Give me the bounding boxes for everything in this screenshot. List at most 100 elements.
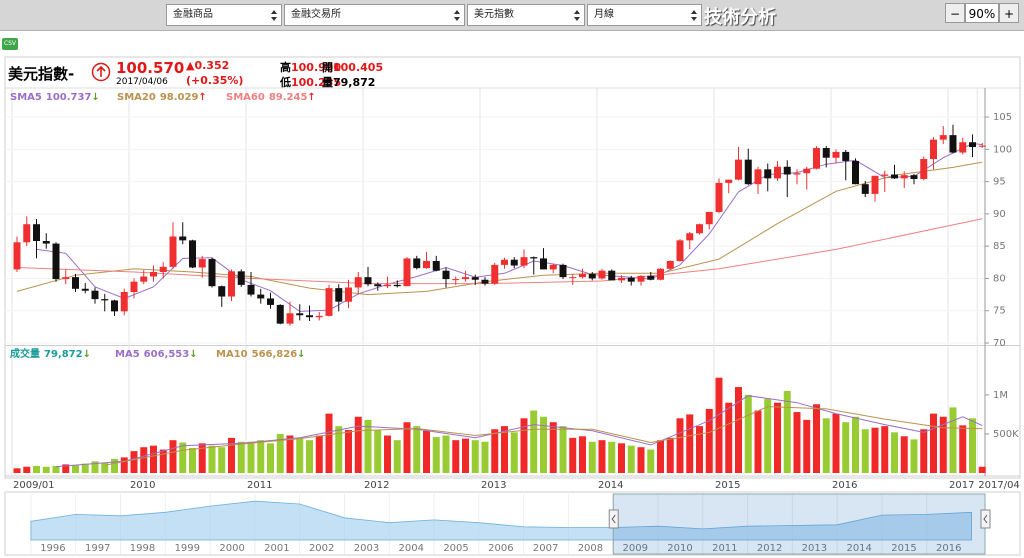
candle-body (140, 276, 148, 282)
volume-bar (393, 440, 401, 473)
volume-bar (959, 425, 967, 473)
candle-body (423, 261, 430, 269)
volume-bar (218, 447, 226, 473)
volume-bar (803, 419, 811, 473)
legend-entry: SMA60 89.245↑ (226, 92, 316, 103)
navigator-tick-label: 1996 (40, 543, 65, 554)
select-label: 月線 (594, 9, 614, 20)
volume-bar (891, 432, 898, 473)
volume-bar (52, 465, 60, 473)
candle-body (891, 174, 898, 179)
volume-bar (793, 412, 801, 473)
legend-name: 成交量 (10, 347, 40, 360)
legend-name: MA10 (216, 349, 248, 360)
x-tick-label: 2012 (364, 480, 389, 491)
sma-line (16, 218, 983, 285)
candle-body (764, 169, 772, 179)
candle-body (452, 279, 460, 281)
legend-name: SMA60 (226, 92, 265, 103)
candle-body (228, 271, 235, 297)
volume-bar (101, 462, 109, 473)
volume-bar (900, 436, 908, 473)
volume-bar (62, 464, 70, 473)
navigator-handle[interactable] (608, 509, 619, 529)
select-label: 金融商品 (173, 9, 213, 20)
candle-body (754, 169, 762, 185)
volume-bar (978, 466, 986, 473)
volume-bar (111, 458, 118, 473)
legend-value: 566,826 (252, 349, 298, 360)
select[interactable]: 月線 (587, 4, 702, 26)
legend-trend: ↓ (297, 349, 305, 360)
candle-body (881, 174, 889, 176)
select-arrow (691, 10, 697, 21)
candle-body (510, 259, 518, 266)
candle-body (286, 313, 294, 324)
volume-bar (871, 427, 879, 473)
volume-bar (510, 432, 518, 473)
navigator-handle[interactable] (980, 509, 991, 529)
x-tick-label: 2009/01 (13, 480, 55, 491)
volume-bar (471, 440, 479, 473)
candle-body (91, 290, 99, 300)
candle-body (442, 270, 450, 280)
volume-bar (257, 440, 265, 473)
volume-bar (598, 440, 606, 473)
candle-body (62, 277, 70, 280)
legend-name: SMA20 (117, 92, 156, 103)
candle-body (33, 224, 40, 241)
volume-bar (754, 410, 762, 473)
candle-body (276, 304, 284, 324)
select[interactable]: 金融交易所 (284, 4, 465, 26)
volume-bar (364, 419, 372, 473)
volume-bar (423, 430, 430, 473)
volume-bar (267, 443, 274, 473)
candle-body (218, 286, 226, 297)
candle-body (588, 273, 596, 279)
candle-body (861, 184, 869, 194)
zoom-out[interactable]: − (945, 3, 965, 23)
candle-body (774, 166, 781, 179)
volume-bar (140, 447, 148, 473)
volume-bar (686, 414, 694, 473)
volume-bar (881, 426, 889, 473)
volume-bar (150, 445, 157, 473)
navigator-tick-label: 2006 (488, 543, 513, 554)
navigator-tick-label: 2012 (757, 543, 782, 554)
navigator-tick-label: 1998 (130, 543, 155, 554)
select-label: 美元指數 (474, 9, 514, 20)
navigator-tick-label: 2010 (667, 543, 692, 554)
candle-body (81, 288, 89, 291)
volume-bar (939, 416, 947, 473)
candle-body (42, 241, 50, 244)
select[interactable]: 金融商品 (166, 4, 282, 26)
candle-body (725, 179, 733, 183)
zoom-value: 90% (965, 3, 999, 23)
csv-button[interactable]: CSV (2, 38, 18, 50)
toolbar: 金融商品 金融交易所 美元指數 月線 技術分析 − 90% + (0, 0, 1024, 31)
candle-body (384, 284, 391, 287)
candle-body (23, 224, 31, 243)
candle-body (705, 211, 713, 225)
volume-bar (354, 416, 362, 473)
candle-body (920, 159, 928, 180)
high: 100.990 (291, 61, 342, 74)
legend-trend: ↓ (83, 349, 91, 360)
select[interactable]: 美元指數 (467, 4, 585, 26)
navigator-tick-label: 2004 (399, 543, 424, 554)
candle-body (666, 261, 674, 269)
x-tick-label: 2011 (247, 480, 272, 491)
volume-bar (306, 440, 313, 473)
legend-value: 98.029 (160, 92, 199, 103)
volume-label: 量 (322, 76, 333, 89)
zoom-in[interactable]: + (999, 3, 1019, 23)
candle-body (13, 242, 21, 270)
navigator-tick-label: 2015 (891, 543, 916, 554)
volume-bar (159, 449, 167, 473)
volume-bar (42, 466, 50, 473)
candle-body (501, 259, 508, 265)
volume-bar (413, 426, 421, 473)
navigator-tick-label: 2001 (264, 543, 289, 554)
candle-body (852, 160, 859, 185)
candle-body (237, 271, 245, 285)
